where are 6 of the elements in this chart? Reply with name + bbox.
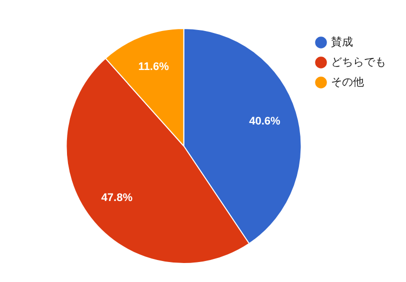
legend-label: どちらでも: [331, 55, 386, 68]
data-label: 47.8%: [101, 192, 133, 204]
data-label: 40.6%: [249, 115, 280, 128]
legend-label: 賛成: [331, 35, 353, 48]
legend-label: その他: [331, 75, 364, 88]
data-label: 11.6%: [138, 60, 170, 73]
